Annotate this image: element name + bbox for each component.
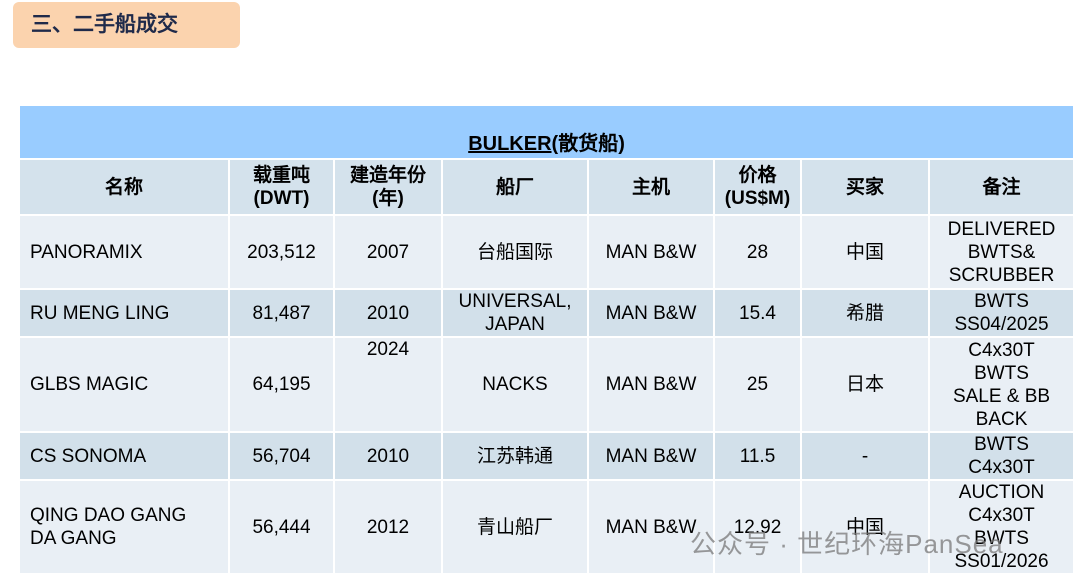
data-cell: PANORAMIX	[18, 214, 230, 290]
data-cell: 203,512	[228, 214, 335, 290]
data-cell: 青山船厂	[441, 479, 589, 575]
data-cell: 12.92	[713, 479, 802, 575]
data-cell: 2010	[333, 288, 443, 338]
data-cell: 56,704	[228, 431, 335, 481]
bulker-table: BULKER(散货船) 名称 载重吨 (DWT) 建造年份 (年) 船厂 主机 价格 (US…	[17, 104, 1076, 575]
data-cell: BWTS C4x30T	[927, 431, 1076, 481]
data-row: CS SONOMA 56,704 2010 江苏韩通 MAN B&W 11.5- BWTS …	[18, 431, 1076, 481]
header-cell: 载重吨 (DWT)	[228, 158, 335, 216]
data-cell: 56,444	[228, 479, 335, 575]
caption-title: BULKER	[468, 133, 552, 155]
data-cell: -	[800, 431, 930, 481]
header-cell: 建造年份 (年)	[333, 158, 443, 216]
data-row: QING DAO GANG DA GANG 56,444 2012 青山船厂 MAN B…	[18, 479, 1076, 575]
data-cell: CS SONOMA	[18, 431, 230, 481]
data-cell: MAN B&W	[587, 479, 715, 575]
header-row: 名称 载重吨 (DWT) 建造年份 (年) 船厂 主机 价格 (US$M) 买家 备注	[18, 158, 1076, 216]
header-cell: 备注	[927, 158, 1076, 216]
data-cell: MAN B&W	[587, 214, 715, 290]
data-cell: BWTS SS04/2025	[927, 288, 1076, 338]
header-cell: 价格 (US$M)	[713, 158, 802, 216]
data-cell: C4x30T BWTS SALE & BB BACK	[927, 336, 1076, 433]
data-cell: 15.4	[713, 288, 802, 338]
data-cell: 28	[713, 214, 802, 290]
data-cell: 2010	[333, 431, 443, 481]
header-cell: 船厂	[441, 158, 589, 216]
data-cell: 江苏韩通	[441, 431, 589, 481]
data-cell: DELIVERED BWTS& SCRUBBER	[927, 214, 1076, 290]
data-cell: 2012	[333, 479, 443, 575]
data-cell: 台船国际	[441, 214, 589, 290]
header-cell: 主机	[587, 158, 715, 216]
data-cell: NACKS	[441, 336, 589, 433]
data-cell: 中国	[800, 479, 930, 575]
data-cell: MAN B&W	[587, 336, 715, 433]
data-row: GLBS MAGIC 64,195 2024 NACKS MAN B&W 25 日本 C4x3…	[18, 336, 1076, 433]
section-title: 三、二手船成交	[13, 2, 240, 48]
data-cell: 希腊	[800, 288, 930, 338]
data-cell: MAN B&W	[587, 431, 715, 481]
caption-cell: BULKER(散货船)	[17, 104, 1076, 160]
data-cell: 25	[713, 336, 802, 433]
data-cell: 中国	[800, 214, 930, 290]
data-cell: UNIVERSAL, JAPAN	[441, 288, 589, 338]
data-cell: 11.5	[713, 431, 802, 481]
header-cell: 买家	[800, 158, 930, 216]
data-cell: 日本	[800, 336, 930, 433]
data-cell: 2024	[333, 336, 443, 433]
data-cell: RU MENG LING	[18, 288, 230, 338]
caption-row: BULKER(散货船)	[17, 104, 1076, 160]
data-cell: MAN B&W	[587, 288, 715, 338]
data-cell: 64,195	[228, 336, 335, 433]
data-cell: AUCTION C4x30T BWTS SS01/2026	[927, 479, 1076, 575]
data-cell: QING DAO GANG DA GANG	[18, 479, 230, 575]
watermark: 公众号 · 世纪环海PanSea	[690, 529, 1004, 559]
data-cell: 2007	[333, 214, 443, 290]
data-cell: GLBS MAGIC	[18, 336, 230, 433]
caption-suffix: (散货船)	[551, 133, 625, 155]
header-cell: 名称	[18, 158, 230, 216]
data-row: RU MENG LING 81,487 2010 UNIVERSAL, JAPAN MA…	[18, 288, 1076, 338]
data-row: PANORAMIX 203,512 2007 台船国际 MAN B&W 28 中国 DELIV…	[18, 214, 1076, 290]
data-cell: 81,487	[228, 288, 335, 338]
